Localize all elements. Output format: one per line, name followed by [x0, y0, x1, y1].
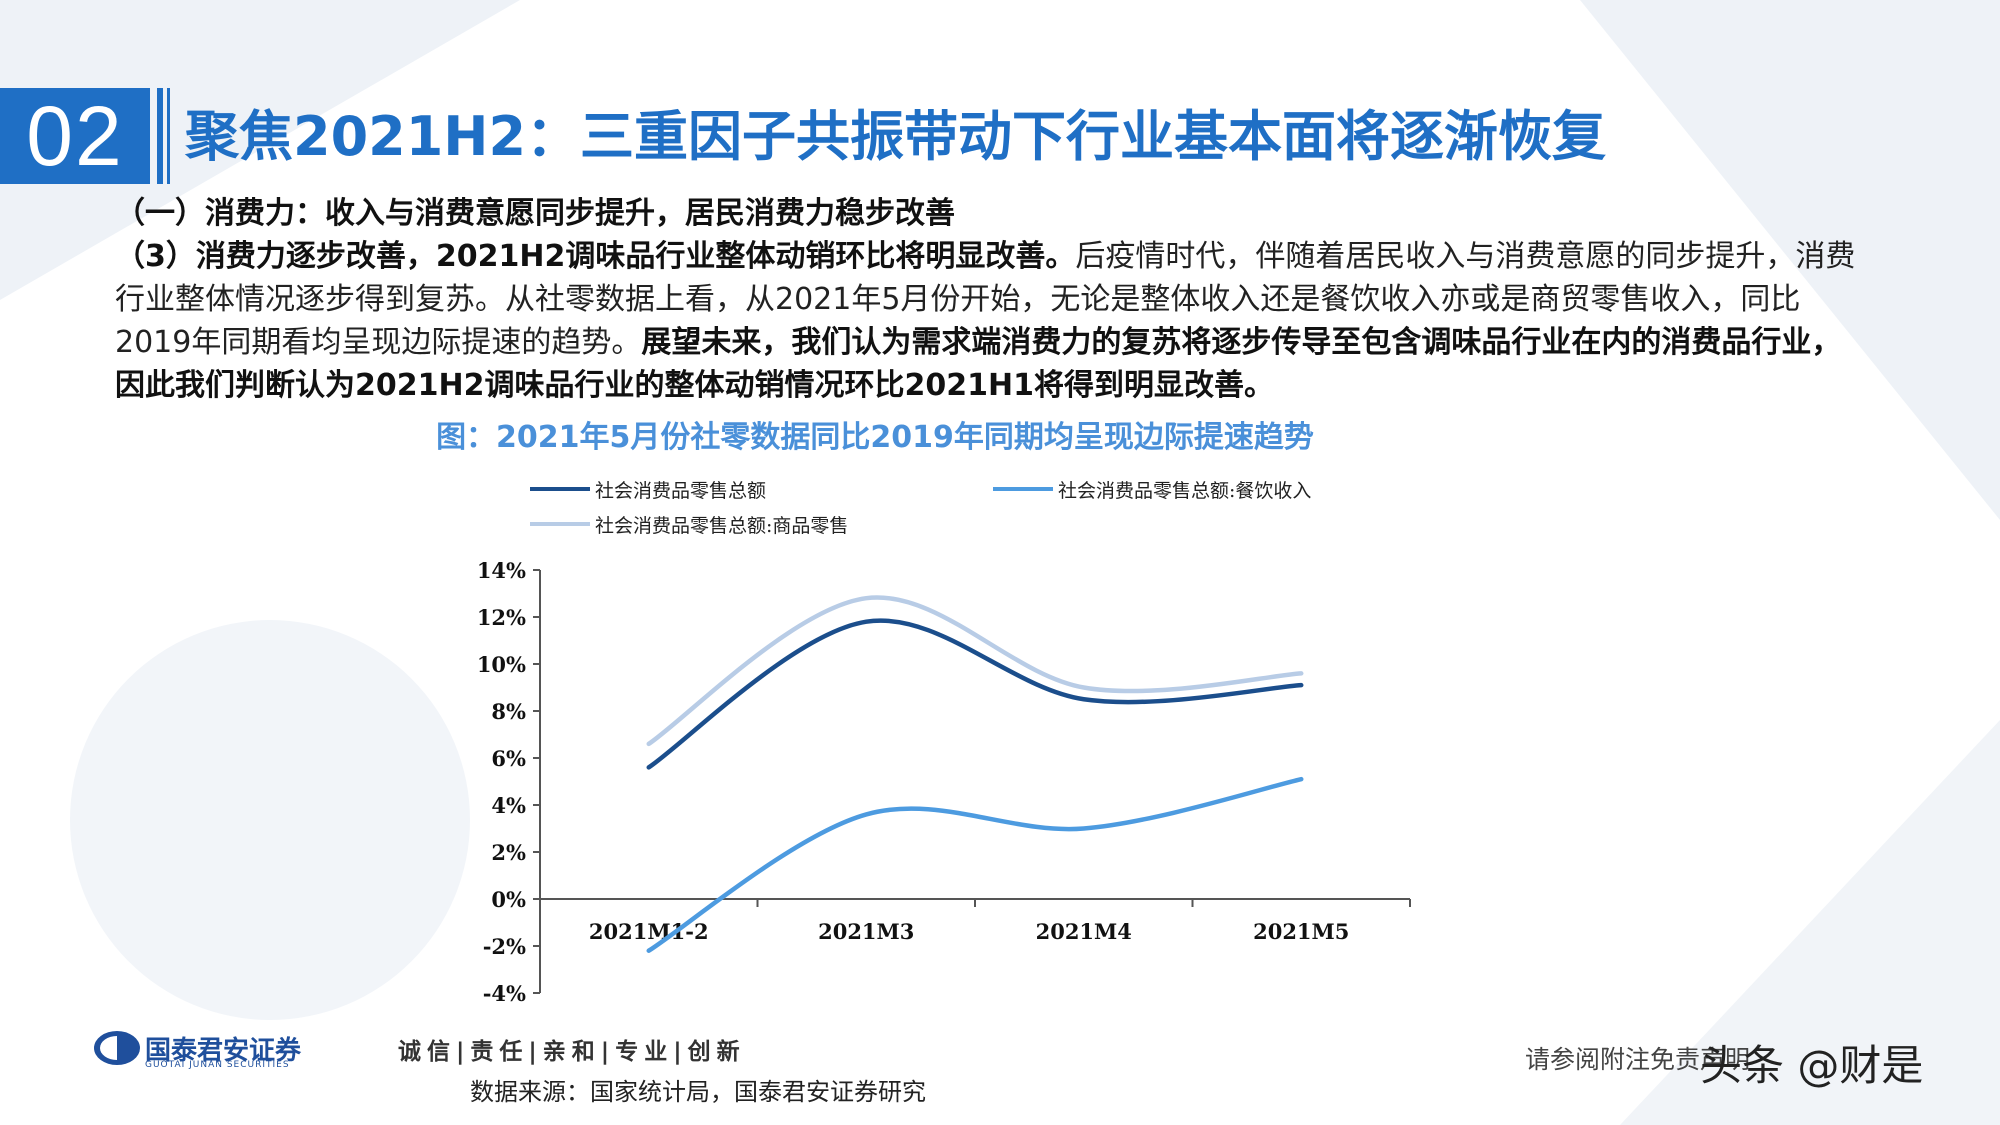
legend-line-catering [993, 487, 1053, 491]
series-line-0 [646, 618, 1304, 770]
y-tick-label: 2% [491, 840, 526, 865]
body-text: （一）消费力：收入与消费意愿同步提升，居民消费力稳步改善 （3）消费力逐步改善，… [115, 192, 1895, 407]
y-tick-label: -4% [483, 981, 526, 1006]
watermark-handle: 头条 @财是 [1700, 1041, 1924, 1090]
company-name: 国泰君安证券 [145, 1036, 302, 1066]
paragraph-line-2: 行业整体情况逐步得到复苏。从社零数据上看，从2021年5月份开始，无论是整体收入… [115, 282, 1801, 317]
legend-label-retail: 社会消费品零售总额:商品零售 [595, 515, 849, 537]
y-tick-label: 14% [477, 558, 526, 583]
x-tick-label: 2021M5 [1253, 919, 1349, 944]
page-title: 聚焦2021H2：三重因子共振带动下行业基本面将逐渐恢复 [185, 105, 1607, 168]
bold-conclusion: 因此我们判断认为2021H2调味品行业的整体动销情况环比2021H1将得到明显改… [115, 368, 1274, 403]
x-tick-label: 2021M4 [1036, 919, 1132, 944]
paragraph-line-3: 2019年同期看均呈现边际提速的趋势。展望未来，我们认为需求端消费力的复苏将逐步… [115, 321, 1895, 364]
company-slogan: 诚信|责任|亲和|专业|创新 [398, 1039, 746, 1065]
y-tick-label: 10% [477, 652, 526, 677]
figure-caption: 图：2021年5月份社零数据同比2019年同期均呈现边际提速趋势 [436, 420, 1314, 455]
x-tick-label: 2021M1-2 [589, 919, 709, 944]
title-divider [157, 88, 163, 184]
y-tick-label: 8% [491, 699, 526, 724]
paragraph-text-3: 2019年同期看均呈现边际提速的趋势。 [115, 325, 642, 360]
section-number: 02 [0, 88, 150, 184]
paragraph-text-1: 后疫情时代，伴随着居民收入与消费意愿的同步提升，消费 [1075, 239, 1856, 274]
y-tick-label: 12% [477, 605, 526, 630]
y-tick-label: 0% [491, 887, 526, 912]
y-tick-label: 6% [491, 746, 526, 771]
bold-outlook: 展望未来，我们认为需求端消费力的复苏将逐步传导至包含调味品行业在内的消费品行业， [641, 325, 1842, 360]
paragraph-line-1: （3）消费力逐步改善，2021H2调味品行业整体动销环比将明显改善。后疫情时代，… [115, 235, 1895, 278]
disclaimer: 请参阅附注免责声明 [1525, 1045, 1751, 1074]
y-tick-label: -2% [483, 934, 526, 959]
data-source: 数据来源：国家统计局，国泰君安证券研究 [470, 1078, 926, 1106]
series-line-2 [646, 595, 1304, 747]
bold-lead: （3）消费力逐步改善，2021H2调味品行业整体动销环比将明显改善。 [115, 239, 1076, 274]
legend-label-catering: 社会消费品零售总额:餐饮收入 [1058, 480, 1312, 502]
subheading: （一）消费力：收入与消费意愿同步提升，居民消费力稳步改善 [115, 196, 955, 231]
y-tick-label: 4% [491, 793, 526, 818]
legend-label-total: 社会消费品零售总额 [595, 480, 767, 502]
title-divider-thin [167, 88, 170, 184]
series-line-1 [646, 776, 1304, 953]
paragraph-line-4: 因此我们判断认为2021H2调味品行业的整体动销情况环比2021H1将得到明显改… [115, 364, 1895, 407]
legend-line-total [530, 487, 590, 491]
legend-line-retail [530, 522, 590, 526]
company-logo-icon [94, 1031, 140, 1065]
company-name-en: GUOTAI JUNAN SECURITIES [145, 1060, 290, 1070]
x-tick-label: 2021M3 [818, 919, 914, 944]
